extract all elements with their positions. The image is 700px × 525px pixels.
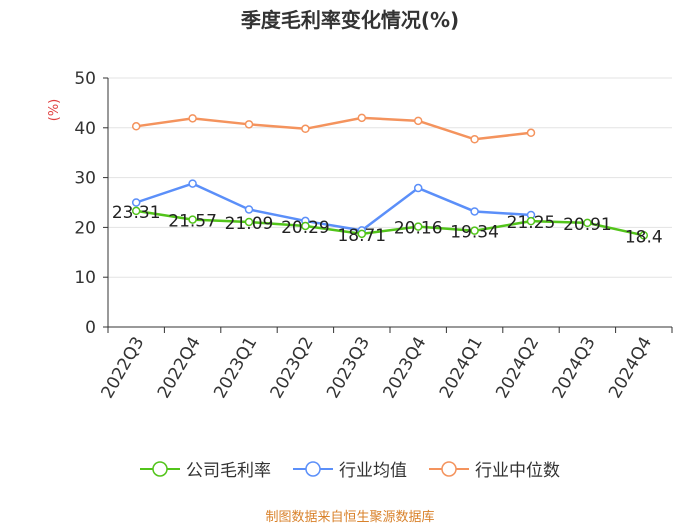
x-tick-label: 2023Q4 (379, 334, 430, 402)
data-point (413, 183, 423, 193)
legend-marker-icon (429, 460, 469, 477)
y-tick-label: 40 (74, 119, 96, 139)
data-point (301, 124, 310, 134)
x-tick-label: 2024Q3 (549, 334, 600, 402)
data-point (131, 198, 141, 207)
data-label: 19.34 (450, 223, 499, 243)
y-tick-label: 30 (74, 169, 96, 189)
data-point (188, 114, 197, 123)
data-point (188, 215, 197, 224)
series-line (136, 116, 532, 141)
data-point (301, 221, 310, 231)
x-tick-label: 2024Q4 (605, 334, 656, 402)
x-tick-label: 2023Q2 (267, 334, 318, 402)
legend-item-industry-mean[interactable]: 行业均值 (293, 456, 407, 481)
series-line (135, 182, 532, 232)
data-point (244, 217, 254, 227)
legend-label: 公司毛利率 (186, 461, 271, 481)
data-point (413, 222, 423, 231)
legend-label: 行业均值 (339, 461, 407, 481)
source-note: 制图数据来自恒生聚源数据库 (265, 510, 435, 525)
y-tick-label: 20 (74, 218, 96, 238)
legend-item-company[interactable]: 公司毛利率 (140, 456, 271, 481)
x-tick-label: 2022Q4 (154, 334, 205, 402)
data-point (244, 120, 254, 129)
data-point (639, 231, 649, 240)
data-point (526, 128, 536, 138)
data-label: 21.09 (225, 214, 274, 234)
data-point (413, 116, 423, 126)
data-label: 18.4 (625, 227, 663, 247)
x-tick-label: 2023Q3 (323, 334, 374, 402)
data-label: 21.25 (507, 213, 556, 233)
data-point (357, 229, 367, 239)
chart-title: 季度毛利率变化情况(%) (240, 8, 460, 32)
legend-marker-icon (293, 460, 333, 477)
data-point (526, 216, 536, 226)
series-line (136, 209, 645, 237)
data-point (470, 135, 479, 144)
data-point (131, 122, 141, 131)
x-tick-label: 2024Q1 (436, 333, 487, 401)
y-axis-label: (%) (47, 99, 62, 122)
y-tick-label: 0 (85, 318, 96, 338)
legend-label: 行业中位数 (475, 461, 560, 481)
y-tick-label: 10 (74, 268, 96, 288)
x-tick-label: 2022Q3 (97, 334, 148, 402)
data-point (470, 226, 479, 235)
data-point (188, 179, 197, 188)
data-label: 18.71 (337, 226, 386, 246)
x-tick-label: 2024Q2 (492, 334, 543, 402)
data-point (583, 218, 592, 228)
legend-item-industry-median[interactable]: 行业中位数 (429, 456, 560, 481)
data-point (131, 206, 141, 216)
data-label: 20.29 (281, 218, 330, 238)
data-label: 21.57 (168, 212, 217, 232)
data-label: 23.31 (112, 203, 161, 223)
data-label: 20.91 (563, 215, 612, 235)
data-point (357, 113, 367, 123)
data-point (244, 205, 254, 214)
x-tick-label: 2023Q1 (210, 334, 261, 402)
y-tick-label: 50 (74, 69, 96, 89)
legend-marker-icon (140, 460, 180, 477)
legend: 公司毛利率 行业均值 行业中位数 (0, 456, 700, 481)
data-point (470, 207, 479, 216)
data-label: 20.16 (394, 219, 443, 239)
